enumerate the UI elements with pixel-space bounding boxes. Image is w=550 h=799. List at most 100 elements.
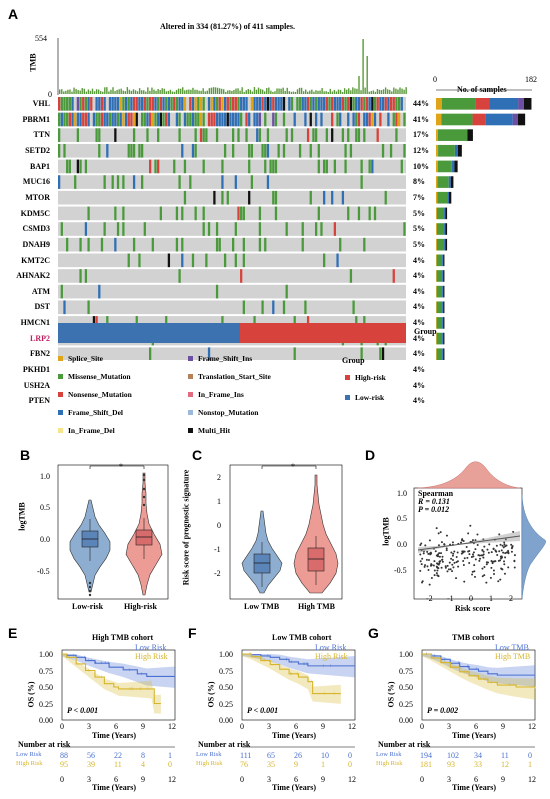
mutation-cell: [272, 112, 275, 127]
d-xtick-2: 0: [469, 594, 473, 603]
mutation-cell: [215, 112, 219, 127]
tmb-bar: [352, 87, 354, 94]
mutation-cell: [58, 97, 61, 111]
scatter-point: [504, 556, 507, 559]
scatter-point: [439, 560, 442, 563]
mutation-cell: [60, 97, 63, 111]
mutation-cell: [371, 159, 374, 174]
tmb-bar: [261, 89, 264, 94]
mutation-cell: [298, 97, 302, 111]
scatter-point: [462, 563, 465, 566]
mutation-cell: [215, 222, 219, 236]
panel-f-label: F: [188, 625, 197, 641]
mutation-cell: [290, 97, 294, 111]
km-censor-mark: +: [68, 655, 72, 661]
mutation-cell: [397, 97, 401, 111]
scatter-point: [471, 553, 474, 556]
tmb-bar: [380, 90, 383, 94]
km-censor-mark: +: [466, 665, 470, 671]
scatter-point: [424, 544, 427, 547]
mutation-cell: [221, 175, 224, 189]
km-censor-mark: +: [83, 655, 87, 661]
gene-label: AHNAK2: [16, 271, 50, 281]
mutation-cell: [122, 112, 125, 127]
sample-count-bar-segment: [472, 113, 486, 126]
scatter-point: [490, 551, 493, 554]
scatter-point: [474, 539, 477, 542]
mutation-cell: [213, 190, 216, 205]
mutation-cell: [181, 237, 184, 252]
scatter-point: [512, 530, 515, 533]
mutation-cell: [293, 112, 296, 127]
km-censor-mark: +: [329, 664, 333, 670]
km-censor-mark: +: [290, 660, 294, 666]
km-risk-value: 39: [87, 760, 95, 769]
tmb-bar: [251, 91, 254, 94]
mutation-cell: [301, 97, 304, 111]
gene-label: PKHD1: [22, 365, 50, 375]
scatter-point: [450, 551, 453, 554]
mutation-legend-item: Multi_Hit: [188, 426, 230, 435]
tmb-bar: [169, 89, 172, 94]
km-pvalue: P = 0.002: [427, 706, 459, 715]
km-censor-mark: +: [310, 680, 314, 686]
scatter-point: [492, 569, 495, 572]
mutation-cell: [277, 143, 280, 158]
mutation-cell: [360, 175, 363, 189]
mutation-cell: [304, 112, 307, 127]
legend-swatch: [58, 374, 63, 379]
mutation-cell: [218, 97, 221, 111]
scatter-point: [437, 567, 440, 570]
mutation-cell: [175, 206, 179, 221]
mutation-cell: [232, 237, 235, 252]
mutation-cell: [317, 143, 320, 158]
mutation-cell: [116, 112, 120, 127]
legend-text: Nonsense_Mutation: [68, 390, 132, 399]
sample-count-bar-segment: [438, 144, 455, 157]
scatter-point: [427, 569, 430, 572]
km-xlabel: Time (Years): [452, 731, 497, 740]
scatter-point: [513, 566, 516, 569]
scatter-point: [451, 554, 454, 557]
km-xlabel: Time (Years): [92, 731, 137, 740]
mutation-cell: [68, 97, 71, 111]
scatter-point: [498, 550, 501, 553]
km-censor-mark: +: [128, 687, 132, 693]
sample-count-bar-segment: [444, 223, 446, 235]
scatter-point: [441, 558, 444, 561]
km-curve: [62, 653, 175, 677]
mutation-cell: [202, 159, 205, 174]
km-risk-xtick: 12: [168, 775, 176, 784]
tmb-bar: [165, 91, 167, 94]
mutation-cell: [106, 143, 109, 158]
km-censor-mark: +: [425, 652, 429, 658]
km-xtick: 9: [141, 722, 145, 731]
tmb-bar: [171, 91, 174, 94]
scatter-point: [510, 547, 513, 550]
mutation-cell: [320, 97, 323, 111]
mutation-cell: [106, 112, 109, 127]
mutation-cell: [132, 97, 136, 111]
bar-axis-label: No. of samples: [457, 85, 507, 94]
mutation-cell: [245, 112, 248, 127]
mutation-cell: [381, 347, 385, 360]
sample-count-bar-segment: [436, 301, 437, 314]
km-censor-mark: +: [457, 661, 461, 667]
mutation-cell: [221, 97, 224, 111]
mutation-cell: [124, 112, 128, 127]
tmb-bar: [298, 87, 301, 94]
tmb-bar: [114, 91, 116, 94]
mutation-cell: [306, 316, 310, 330]
km-risk-value: 0: [348, 751, 352, 760]
mutation-cell: [165, 112, 168, 127]
legend-text: Frame_Shift_Ins: [198, 354, 253, 363]
km-censor-mark: +: [295, 672, 299, 678]
mutation-cell: [376, 128, 379, 142]
b-ytick-3: -0.5: [37, 567, 50, 576]
d-stat-method: Spearman: [418, 489, 454, 498]
mutation-cell: [357, 128, 361, 142]
km-censor-mark: +: [285, 657, 289, 663]
d-ytick-0: 1.0: [397, 489, 407, 498]
mutation-cell: [202, 206, 205, 221]
km-frame: [241, 649, 356, 721]
